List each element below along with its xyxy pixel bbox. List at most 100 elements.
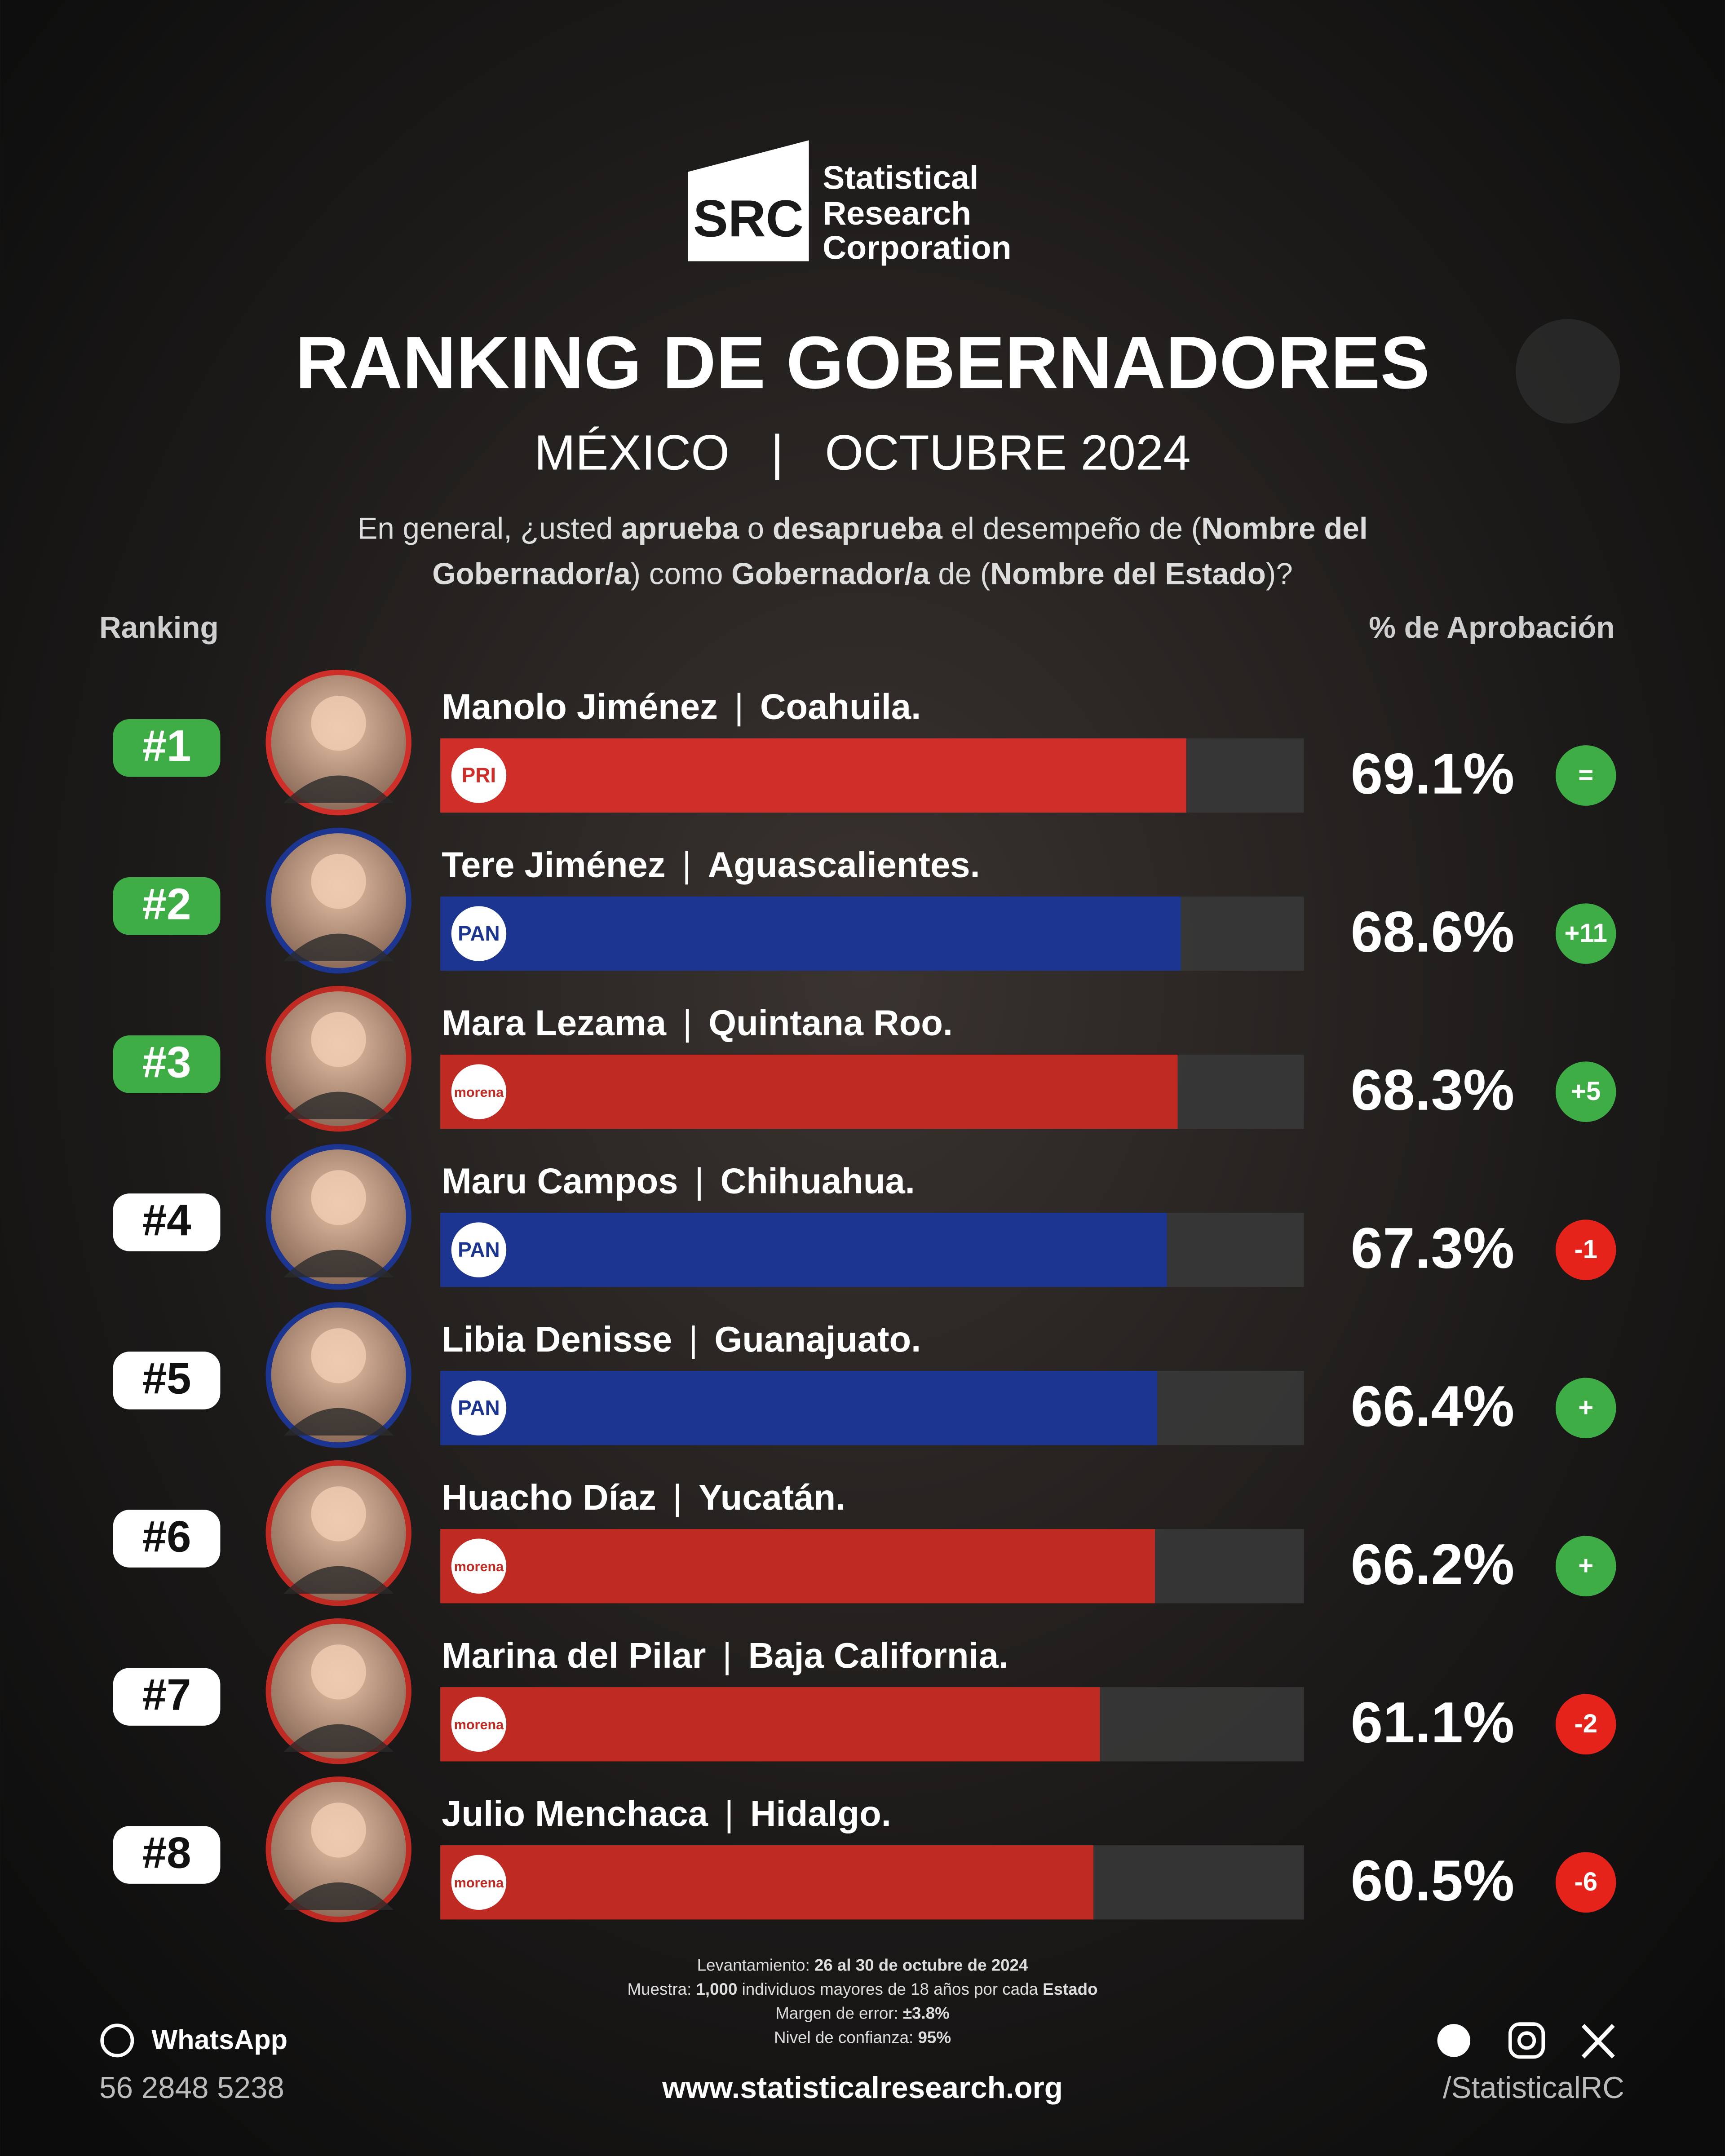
text-line: Nivel de confianza: 95%	[774, 2028, 951, 2046]
text-line: Margen de error: ±3.8%	[775, 2004, 950, 2022]
bar	[440, 1529, 1155, 1604]
change: +	[1578, 1551, 1593, 1580]
change-badge	[1555, 1694, 1616, 1755]
photo-head	[311, 1803, 366, 1858]
row: #6 Huacho Díaz | Yucatán. morena 66.2% +	[113, 1460, 1616, 1606]
name-line: Manolo Jiménez | Coahuila.	[442, 687, 921, 727]
separator: |	[683, 1003, 692, 1043]
text-segment: de (	[930, 557, 991, 591]
state: Baja California.	[748, 1635, 1008, 1675]
value-label: 60.5%	[1351, 1849, 1515, 1913]
separator: |	[725, 1794, 734, 1833]
rank: #1	[142, 721, 191, 770]
state: Hidalgo.	[750, 1794, 891, 1833]
name: Julio Menchaca	[442, 1794, 708, 1833]
change-badge	[1555, 1219, 1616, 1280]
rank-badge	[113, 877, 221, 935]
separator: |	[689, 1319, 698, 1359]
separator: |	[673, 1477, 682, 1517]
row: #3 Mara Lezama | Quintana Roo. morena 68.3% +5	[113, 985, 1616, 1132]
text-line: Muestra: 1,000 individuos mayores de 18 …	[627, 1980, 1097, 1998]
whatsapp-icon	[100, 2023, 134, 2058]
separator: |	[722, 1635, 732, 1675]
text-segment: Estado	[1043, 1980, 1097, 1998]
name-line: Maru Campos | Chihuahua.	[442, 1161, 915, 1201]
text-line: Gobernador/a) como Gobernador/a de (Nomb…	[432, 557, 1293, 591]
whatsapp: WhatsApp	[151, 2024, 288, 2055]
text-segment: 1,000	[696, 1980, 738, 1998]
handle: /StatisticalRC	[1443, 2071, 1624, 2105]
row: #7 Marina del Pilar | Baja California. moren…	[113, 1618, 1616, 1764]
rank: #2	[142, 879, 191, 928]
text-segment: Gobernador/a	[731, 557, 930, 591]
state: Yucatán.	[699, 1477, 845, 1517]
value-label: 66.2%	[1351, 1533, 1515, 1597]
bar	[440, 896, 1181, 971]
text-segment: Muestra:	[627, 1980, 696, 1998]
brand-name: Corporation	[823, 229, 1011, 266]
photo-head	[311, 1328, 366, 1383]
photo-head	[311, 1644, 366, 1700]
chart: #1 Manolo Jiménez | Coahuila. PRI 69.1% = #2 Ter…	[113, 669, 1616, 1922]
text-segment: Gobernador/a	[432, 557, 631, 591]
text-line: Levantamiento: 26 al 30 de octubre de 20…	[697, 1956, 1028, 1974]
party: morena	[454, 1559, 504, 1574]
rank-badge	[113, 1826, 221, 1884]
rank: #4	[142, 1195, 191, 1245]
row: #8 Julio Menchaca | Hidalgo. morena 60.5% -6	[113, 1776, 1616, 1922]
photo-head	[311, 1170, 366, 1225]
bar	[440, 738, 1186, 813]
name-line: Huacho Díaz | Yucatán.	[442, 1477, 845, 1517]
text-segment: 95%	[918, 2028, 951, 2046]
photo-body	[283, 1250, 394, 1277]
brand-name: Statistical	[823, 159, 978, 196]
brand-name: Research	[823, 194, 971, 232]
logo: SRC Statistical Research Corporation	[688, 140, 1012, 266]
x-icon	[1581, 2024, 1615, 2059]
rank: #7	[142, 1670, 191, 1719]
rank-header: Ranking	[99, 611, 219, 645]
party-logo	[448, 1694, 509, 1755]
bar	[440, 1054, 1178, 1129]
instagram-icon	[1517, 2031, 1536, 2050]
text-segment: Margen de error:	[775, 2004, 903, 2022]
text-segment: )?	[1266, 557, 1293, 591]
name: Huacho Díaz	[442, 1477, 656, 1517]
change: -6	[1574, 1867, 1597, 1896]
value-label: 69.1%	[1351, 742, 1515, 806]
state: Guanajuato.	[714, 1319, 921, 1359]
separator: |	[694, 1161, 704, 1201]
state: Quintana Roo.	[708, 1003, 953, 1043]
photo-body	[283, 1408, 394, 1436]
state: Aguascalientes.	[708, 845, 980, 885]
text-segment: aprueba	[621, 512, 739, 545]
party-logo	[448, 1852, 509, 1913]
footer: WhatsApp 56 2848 5238 www.statisticalres…	[99, 1956, 1624, 2105]
rank: #6	[142, 1511, 191, 1561]
text-segment: ±3.8%	[903, 2004, 950, 2022]
rank-badge	[113, 719, 221, 777]
name: Marina del Pilar	[442, 1635, 706, 1675]
separator: |	[734, 687, 744, 727]
value-label: 68.6%	[1351, 900, 1515, 964]
value-label: 68.3%	[1351, 1058, 1515, 1122]
change: +	[1578, 1393, 1593, 1422]
text-line: En general, ¿usted aprueba o desaprueba …	[357, 512, 1367, 545]
party: PRI	[462, 764, 496, 787]
state: Chihuahua.	[721, 1161, 915, 1201]
rank-badge	[113, 1193, 221, 1251]
row: #1 Manolo Jiménez | Coahuila. PRI 69.1% =	[113, 669, 1616, 816]
photo-body	[283, 1566, 394, 1594]
change: -1	[1574, 1235, 1597, 1264]
row: #2 Tere Jiménez | Aguascalientes. PAN 68.6% +1…	[113, 827, 1616, 974]
name-line: Mara Lezama | Quintana Roo.	[442, 1003, 953, 1043]
photo-head	[311, 854, 366, 909]
instagram-icon	[1508, 2022, 1545, 2059]
logo-text: SRC	[693, 190, 804, 248]
party: PAN	[458, 922, 500, 945]
change-badge	[1555, 1852, 1616, 1913]
party-logo	[448, 1061, 509, 1122]
title: RANKING DE GOBERNADORES	[295, 321, 1430, 404]
change-badge	[1555, 903, 1616, 964]
text-segment: Nombre del Estado	[990, 557, 1266, 591]
